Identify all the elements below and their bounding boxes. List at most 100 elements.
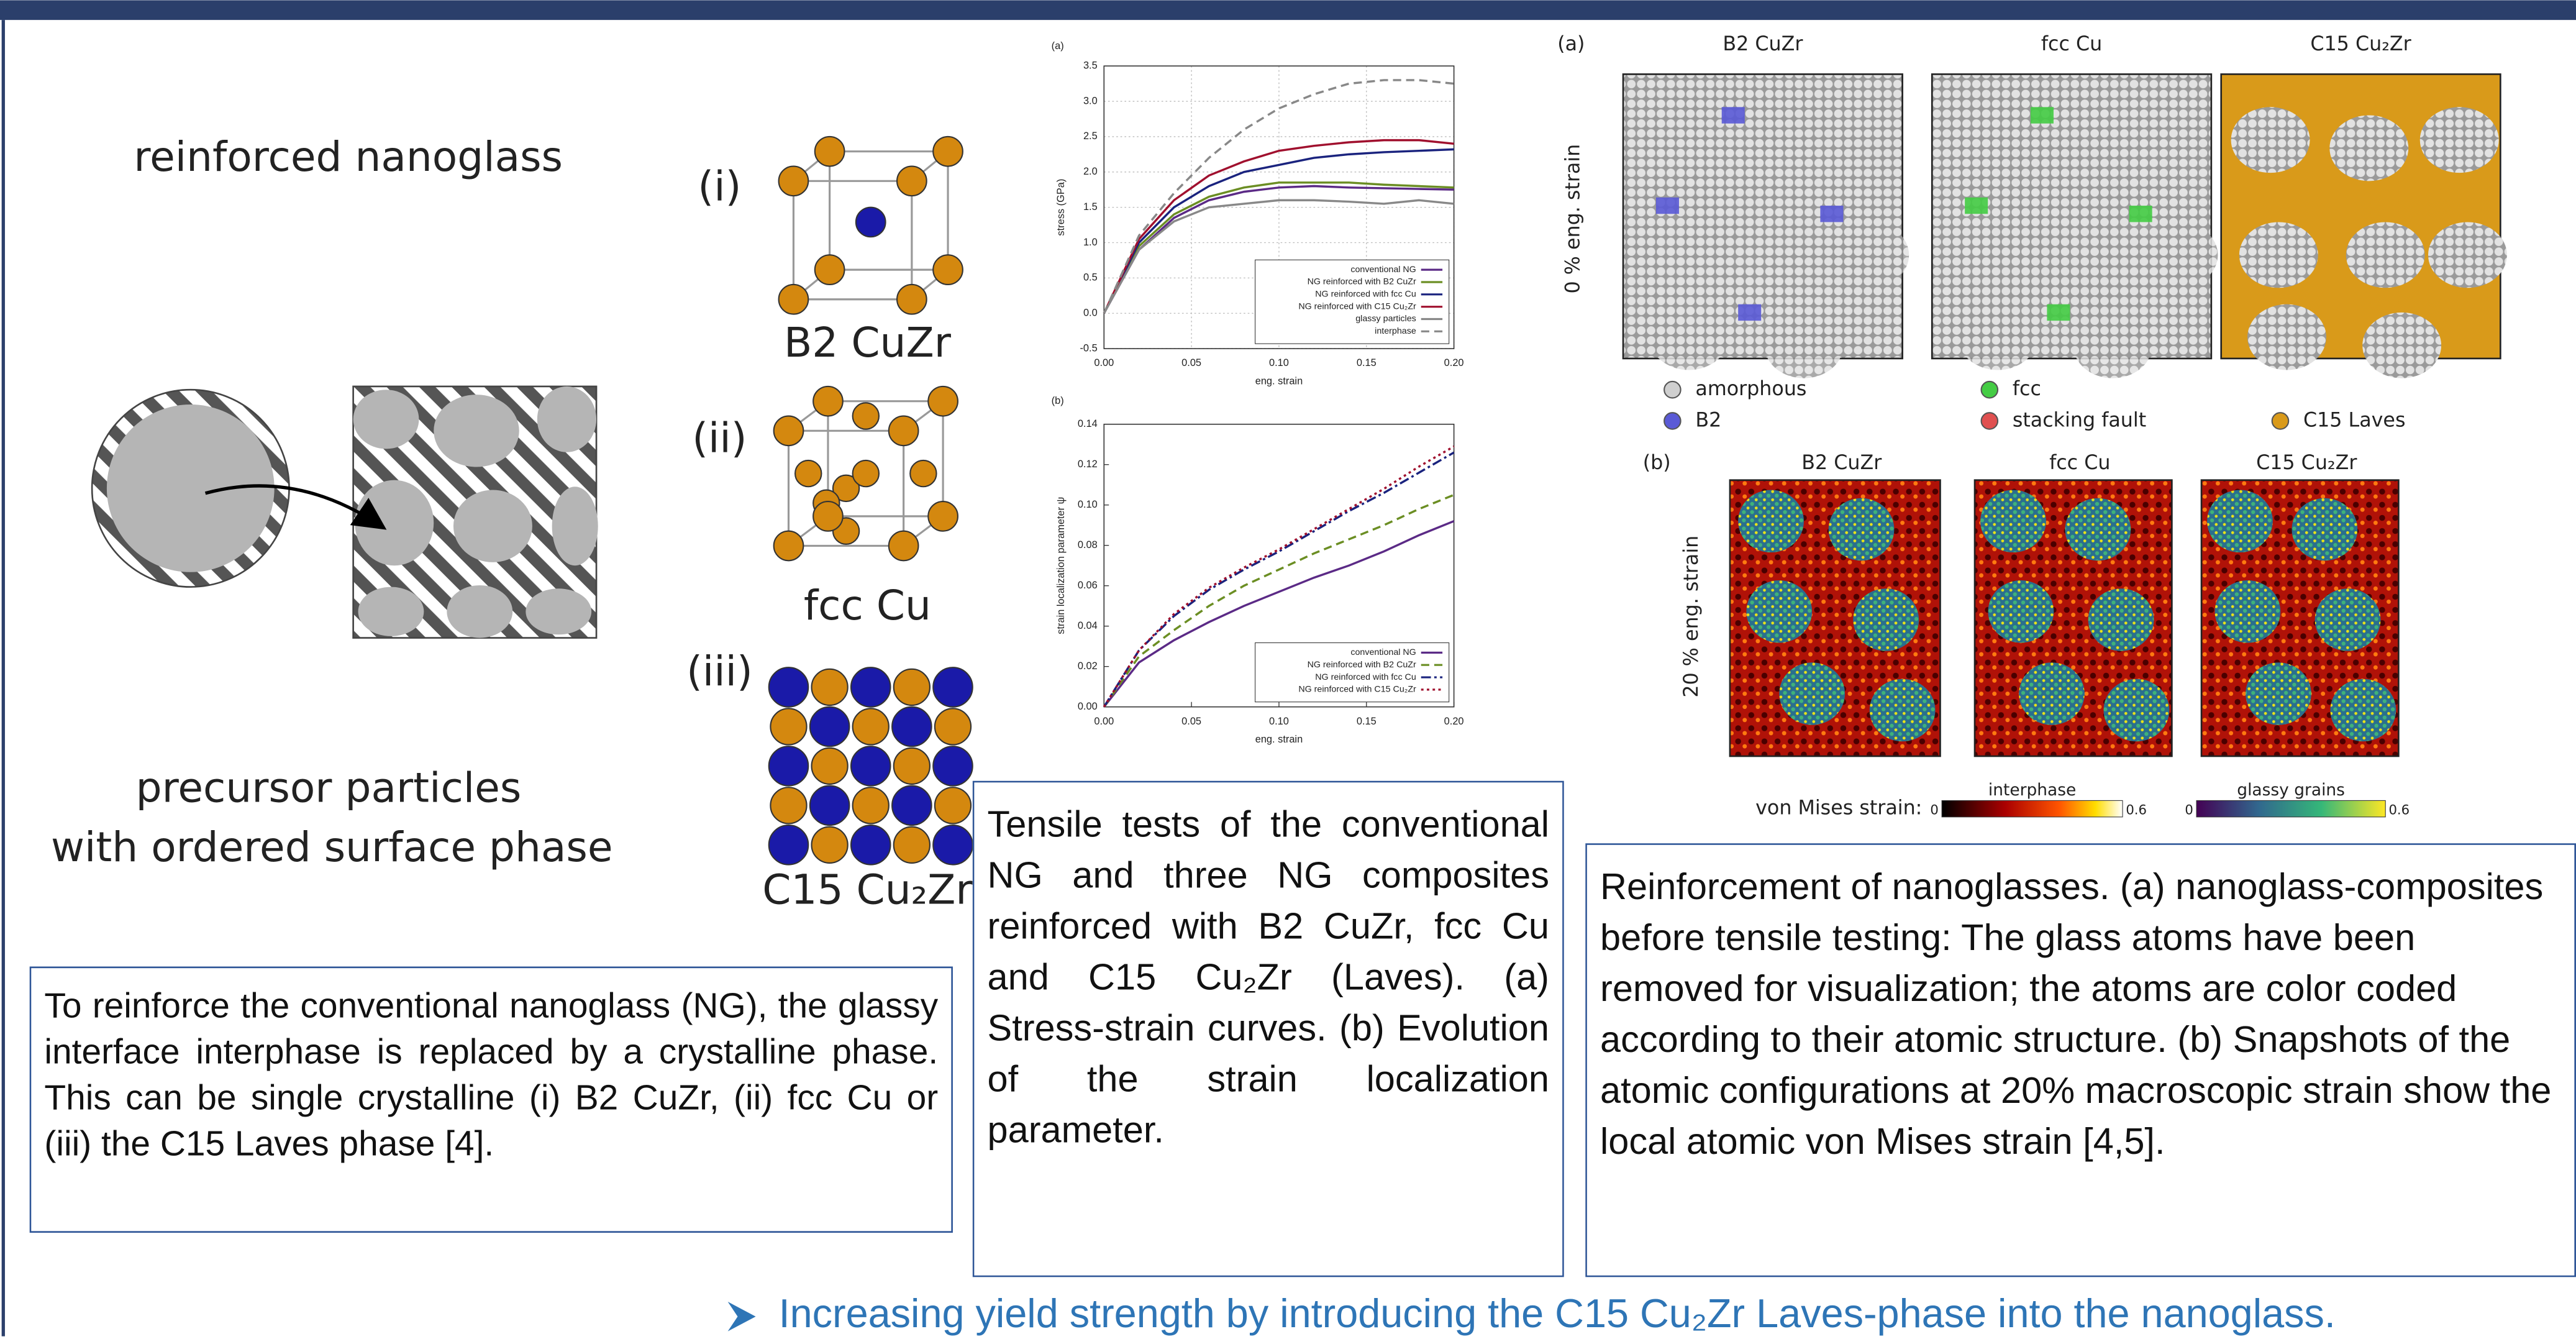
grain: [2207, 490, 2273, 553]
atom: [933, 137, 963, 167]
legend-label: NG reinforced with fcc Cu: [1315, 290, 1416, 299]
atom: [910, 460, 936, 487]
structure-label: fcc Cu: [804, 582, 931, 629]
atom: [812, 748, 848, 784]
structure-label: B2 CuZr: [784, 319, 952, 367]
atom: [812, 827, 848, 863]
colorbar: [2196, 800, 2385, 816]
atom: [892, 707, 931, 746]
legend-label: conventional NG: [1350, 647, 1416, 657]
y-axis-label: strain localization parameter ψ: [1055, 497, 1067, 634]
colorbar-max: 0.6: [2126, 802, 2147, 817]
grain: [1942, 107, 2021, 173]
column-label: fcc Cu: [2041, 33, 2102, 55]
grain: [2231, 107, 2310, 173]
y-tick-label: 0.02: [1078, 660, 1098, 672]
x-tick-label: 0.20: [1444, 357, 1464, 368]
legend-label: NG reinforced with C15 Cu₂Zr: [1298, 301, 1416, 311]
structure-label: C15 Cu₂Zr: [762, 866, 973, 914]
atom: [892, 786, 931, 825]
atom: [769, 825, 808, 864]
x-tick-label: 0.00: [1094, 357, 1114, 368]
atom: [813, 501, 843, 531]
grain: [2362, 313, 2441, 378]
particle-core: [107, 404, 275, 572]
caption-line: with ordered surface phase: [51, 823, 613, 871]
atom: [853, 460, 879, 487]
x-tick-label: 0.20: [1444, 716, 1464, 727]
atom: [810, 707, 849, 746]
phase-patch: [2047, 304, 2070, 321]
grain: [1959, 304, 2037, 370]
caption-line: precursor particles: [136, 764, 522, 812]
grain: [1764, 313, 1843, 378]
atom: [769, 667, 808, 706]
grain: [1641, 222, 1720, 288]
phase-patch: [1722, 107, 1745, 123]
atom: [889, 531, 919, 561]
x-axis-label: eng. strain: [1255, 734, 1303, 745]
atom: [935, 787, 971, 823]
x-axis-label: eng. strain: [1255, 375, 1303, 386]
atom: [894, 748, 930, 784]
grain: [2139, 222, 2218, 288]
phase-patch: [1820, 206, 1843, 222]
grain: [1748, 222, 1827, 288]
phase-patch: [1656, 198, 1679, 214]
legend-marker: [2272, 413, 2288, 429]
atom: [933, 255, 963, 285]
y-tick-label: 0.08: [1078, 539, 1098, 551]
atom: [853, 708, 889, 744]
atom: [935, 708, 971, 744]
grain: [1649, 304, 1728, 370]
x-tick-label: 0.15: [1357, 357, 1377, 368]
text-box: Reinforcement of nanoglasses. (a) nanogl…: [1585, 843, 2576, 1277]
atom: [856, 208, 886, 237]
column-label: fcc Cu: [2049, 452, 2110, 474]
grain: [2065, 498, 2131, 561]
grain: [1988, 580, 2054, 643]
y-tick-label: 0.0: [1083, 308, 1098, 319]
box-text: Tensile tests of the conventional NG and…: [973, 781, 1564, 1277]
colorbar-min: 0: [1930, 802, 1938, 817]
grain: [2246, 662, 2311, 725]
atom: [779, 167, 809, 196]
grain: [2239, 222, 2318, 288]
grain: [2428, 222, 2507, 288]
legend-marker: [1982, 413, 1998, 429]
footer: Increasing yield strength by introducing…: [779, 1291, 2336, 1336]
numeral: (iii): [686, 647, 753, 695]
grain: [1822, 107, 1901, 173]
y-tick-label: 0.12: [1078, 459, 1098, 470]
column-label: B2 CuZr: [1801, 452, 1882, 474]
grain: [2131, 107, 2210, 173]
phase-patch: [2031, 107, 2054, 123]
row-label: 20 % eng. strain: [1680, 536, 1703, 698]
y-tick-label: 3.5: [1083, 60, 1098, 71]
grain: [2214, 580, 2280, 643]
grain: [1732, 116, 1811, 181]
y-tick-label: 1.0: [1083, 237, 1098, 248]
grain: [1980, 490, 2046, 553]
x-tick-label: 0.05: [1181, 357, 1201, 368]
grain: [2292, 498, 2357, 561]
legend-label: stacking fault: [2013, 409, 2146, 431]
grain: [1746, 580, 1812, 643]
y-axis-label: stress (GPa): [1055, 179, 1067, 236]
colorbar-title: interphase: [1988, 780, 2076, 800]
legend-label: NG reinforced with fcc Cu: [1315, 672, 1416, 682]
atom: [769, 746, 808, 785]
crystal-structures: (i)B2 CuZr(ii)fcc Cu(iii)C15 Cu₂Zr: [686, 137, 973, 914]
grain: [2041, 116, 2119, 181]
atom: [810, 786, 849, 825]
phase-patch: [1738, 304, 1761, 321]
atom: [853, 787, 889, 823]
header-bar: [0, 0, 2576, 20]
y-tick-label: 0.5: [1083, 272, 1098, 283]
atom: [815, 137, 845, 167]
row-label: 0 % eng. strain: [1562, 144, 1585, 294]
grain: [1870, 679, 1936, 742]
atom: [928, 501, 958, 531]
